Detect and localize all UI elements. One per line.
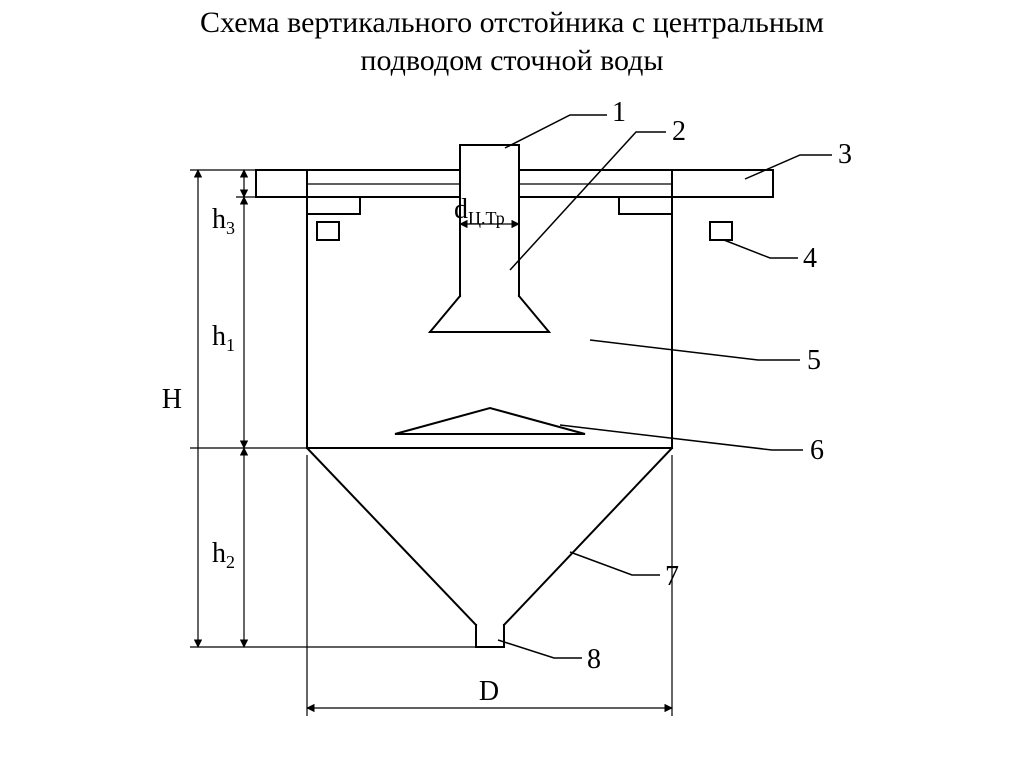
diagram-stage: Схема вертикального отстойника с централ…	[0, 0, 1024, 767]
dimensions	[190, 170, 672, 716]
callout-1: 1	[612, 97, 626, 128]
dim-D: D	[479, 676, 499, 707]
settling-tank-diagram: 1 2 3 4 5 6 7 8	[0, 0, 1024, 767]
callout-3: 3	[838, 139, 852, 170]
dim-h3: h3	[212, 204, 235, 238]
callout-2: 2	[672, 116, 686, 147]
dim-h2: h2	[212, 538, 235, 572]
dim-h1: h1	[212, 321, 235, 355]
dimension-labels: H h3 h1 h2 D dЦ.Тр	[162, 194, 505, 707]
dim-H: H	[162, 384, 182, 415]
tank	[256, 145, 773, 647]
callout-5: 5	[807, 345, 821, 376]
callout-6: 6	[810, 435, 824, 466]
dim-dctr: dЦ.Тр	[454, 194, 505, 228]
callout-4: 4	[803, 243, 817, 274]
callout-8: 8	[587, 644, 601, 675]
